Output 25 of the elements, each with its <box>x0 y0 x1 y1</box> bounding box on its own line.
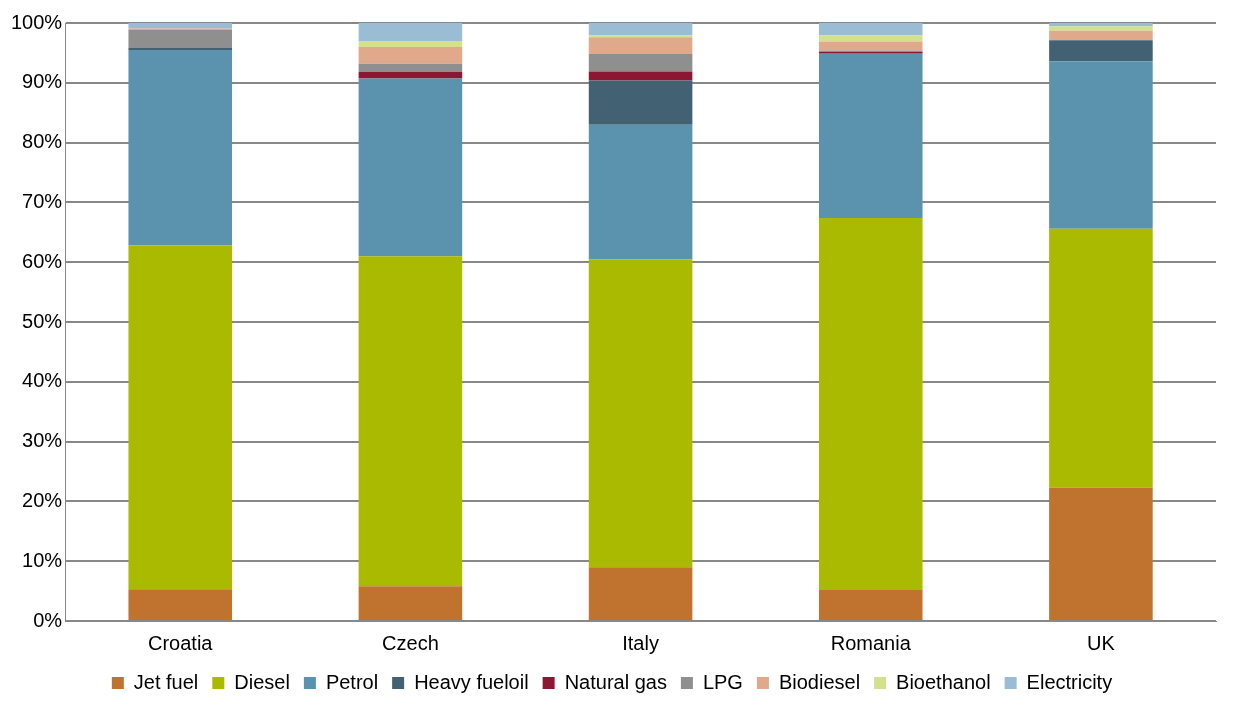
x-tick-label: Italy <box>622 631 659 654</box>
x-tick-label: Romania <box>830 631 912 654</box>
y-tick-label: 70% <box>22 189 63 212</box>
legend-label: Electricity <box>1026 670 1113 693</box>
legend-label: Bioethanol <box>896 670 991 693</box>
y-tick-label: 0% <box>33 608 63 631</box>
legend-label: Heavy fueloil <box>414 670 529 693</box>
legend-label: Jet fuel <box>133 670 199 693</box>
x-tick-label: Czech <box>382 631 439 654</box>
y-tick-label: 20% <box>22 488 63 511</box>
y-tick-label: 10% <box>22 548 63 571</box>
legend-label: Diesel <box>234 670 290 693</box>
x-tick-label: UK <box>1087 631 1116 654</box>
y-tick-label: 80% <box>22 130 63 153</box>
x-tick-label: Croatia <box>147 631 214 654</box>
y-tick-label: 50% <box>22 309 63 332</box>
y-tick-label: 60% <box>22 249 63 272</box>
legend-label: LPG <box>702 670 743 693</box>
legend-label: Petrol <box>325 670 379 693</box>
y-tick-label: 100% <box>11 10 63 33</box>
legend-label: Biodiesel <box>778 670 861 693</box>
legend-label: Natural gas <box>564 670 667 693</box>
y-tick-label: 30% <box>22 429 63 452</box>
y-tick-label: 90% <box>22 70 63 93</box>
y-tick-label: 40% <box>22 369 63 392</box>
